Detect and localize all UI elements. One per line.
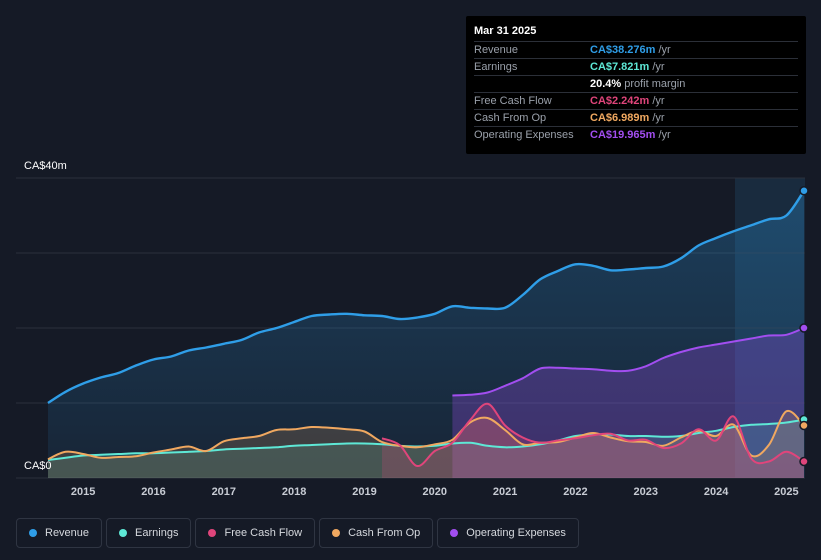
legend-dot-icon [29,529,37,537]
operating-expenses-line [452,327,805,397]
legend-item-cash-from-op[interactable]: Cash From Op [319,518,434,548]
series-lines [47,190,805,467]
x-tick-label: 2022 [563,486,587,498]
x-tick-label: 2020 [423,486,447,498]
y-axis-top-label: CA$40m [24,160,67,172]
legend-label: Earnings [135,527,179,539]
tooltip-row-value: CA$38.276m [590,44,656,56]
x-tick-label: 2024 [704,486,729,498]
legend-label: Cash From Op [348,527,421,539]
free-cash-flow-endpoint [799,456,809,467]
data-tooltip: Mar 31 2025 Revenue CA$38.276m/yr Earnings… [466,16,806,154]
tooltip-row-unit: /yr [652,112,665,124]
cash-from-op-line [47,409,805,461]
legend-dot-icon [450,529,459,537]
legend-item-earnings[interactable]: Earnings [106,518,192,548]
revenue-area [48,190,804,479]
x-tick-label: 2019 [352,486,376,498]
legend-dot-icon [208,529,217,537]
tooltip-row-label: Free Cash Flow [474,95,552,107]
tooltip-row-value: CA$7.821m [590,61,650,73]
cash-from-op-area [48,410,804,478]
x-tick-label: 2021 [493,486,517,498]
tooltip-row-value: 20.4% [590,78,622,90]
legend-item-revenue[interactable]: Revenue [16,518,103,548]
tooltip-rows: Revenue CA$38.276m/yr Earnings CA$7.821m/yr… [474,41,798,143]
tooltip-row: Free Cash Flow CA$2.242m/yr [474,92,798,109]
x-tick-label: 2016 [141,486,165,498]
tooltip-row-label: Revenue [474,44,519,56]
operating-expenses-endpoint [799,323,809,333]
tooltip-date: Mar 31 2025 [474,25,537,37]
series-endpoints [799,186,809,467]
tooltip-row-unit: /yr [652,95,665,107]
revenue-endpoint [799,186,809,196]
x-axis-ticks: 2015 2016 2017 2018 2019 2020 2021 2022 2023 2024… [71,486,799,498]
tooltip-row: Operating Expenses CA$19.965m/yr [474,126,798,143]
legend-dot-icon [119,529,128,537]
tooltip-row-value: CA$2.242m [590,95,650,107]
tooltip-row-label: Operating Expenses [474,129,574,141]
tooltip-row-label: Earnings [474,61,518,73]
y-axis-bottom-label: CA$0 [24,460,52,472]
tooltip-row-unit: /yr [652,61,665,73]
tooltip-row-unit: /yr [658,44,671,56]
legend-label: Revenue [45,527,90,539]
legend-item-free-cash-flow[interactable]: Free Cash Flow [195,518,316,548]
financial-area-chart: 2015 2016 2017 2018 2019 2020 2021 2022 2023 2024… [16,177,809,498]
revenue-line [47,190,805,405]
x-tick-label: 2023 [634,486,658,498]
legend-label: Free Cash Flow [224,527,303,539]
free-cash-flow-area [382,403,804,478]
x-tick-label: 2025 [774,486,798,498]
tooltip-row-unit: profit margin [624,78,686,90]
tooltip-row-unit: /yr [658,129,671,141]
tooltip-row-value: CA$6.989m [590,112,650,124]
legend-dot-icon [332,529,341,537]
x-tick-label: 2018 [282,486,306,498]
legend-item-operating-expenses[interactable]: Operating Expenses [437,518,579,548]
free-cash-flow-line [381,402,805,467]
tooltip-row-label: Cash From Op [474,112,547,124]
chart-legend: Revenue Earnings Free Cash Flow Cash From O… [16,518,579,548]
x-tick-label: 2015 [71,486,95,498]
legend-label: Operating Expenses [466,527,566,539]
tooltip-row: Earnings CA$7.821m/yr [474,58,798,75]
tooltip-row: Revenue CA$38.276m/yr [474,41,798,58]
earnings-area [48,419,804,478]
tooltip-row: 20.4% profit margin [474,75,798,92]
cash-from-op-endpoint [799,420,809,431]
x-tick-label: 2017 [212,486,236,498]
tooltip-row-value: CA$19.965m [590,129,656,141]
tooltip-row: Cash From Op CA$6.989m/yr [474,109,798,126]
